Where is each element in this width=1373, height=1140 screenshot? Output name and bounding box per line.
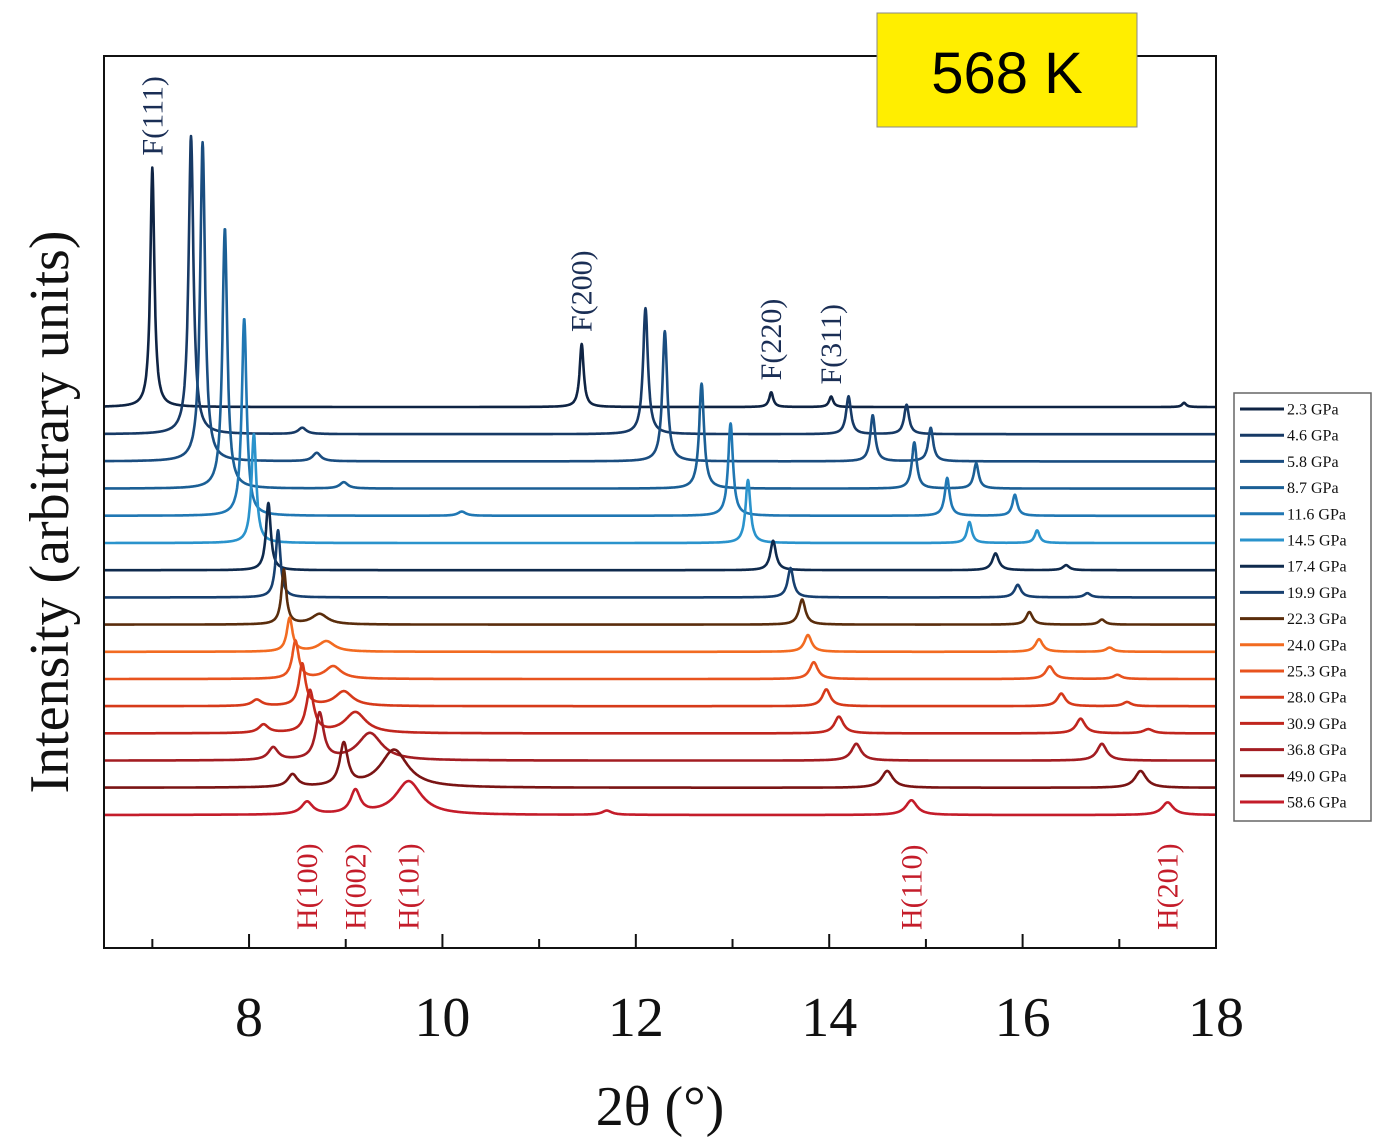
legend-label: 24.0 GPa xyxy=(1287,637,1347,654)
x-tick-label: 18 xyxy=(1188,987,1244,1049)
peak-label-h: H(201) xyxy=(1152,843,1185,930)
temperature-badge-box xyxy=(876,12,1138,128)
series-line-14 xyxy=(103,710,1217,762)
legend-label: 49.0 GPa xyxy=(1287,768,1347,785)
traces xyxy=(103,134,1217,817)
legend-label: 58.6 GPa xyxy=(1287,795,1347,812)
series-line-5 xyxy=(103,317,1217,518)
y-axis-title: Intensity (arbitrary units) xyxy=(19,231,81,794)
x-tick-label: 16 xyxy=(995,987,1051,1049)
legend-label: 25.3 GPa xyxy=(1287,664,1347,681)
legend-label: 4.6 GPa xyxy=(1287,428,1339,445)
series-line-8 xyxy=(103,528,1217,599)
legend-label: 36.8 GPa xyxy=(1287,742,1347,759)
peak-label-f: F(111) xyxy=(136,76,169,155)
legend-label: 2.3 GPa xyxy=(1287,402,1339,419)
peak-label-f: F(220) xyxy=(755,299,788,381)
x-tick-label: 12 xyxy=(608,987,664,1049)
peak-label-h: H(002) xyxy=(339,843,372,930)
temperature-badge: 568 K xyxy=(876,12,1138,128)
legend: 2.3 GPa 4.6 GPa 5.8 GPa 8.7 GPa 11.6 GPa 14.5… xyxy=(1233,392,1372,822)
peak-label-h: H(100) xyxy=(291,843,324,930)
series-line-3 xyxy=(103,140,1217,463)
plot-frame xyxy=(103,55,1217,949)
legend-label: 5.8 GPa xyxy=(1287,454,1339,471)
series-line-16 xyxy=(103,779,1217,817)
series-line-4 xyxy=(103,228,1217,490)
legend-label: 22.3 GPa xyxy=(1287,611,1347,628)
series-line-6 xyxy=(103,432,1217,545)
peak-label-f: F(200) xyxy=(566,250,599,332)
x-tick-label: 14 xyxy=(801,987,857,1049)
series-line-1 xyxy=(103,166,1217,409)
x-tick-label: 10 xyxy=(414,987,470,1049)
peak-label-h: H(110) xyxy=(895,844,928,930)
x-axis-title: 2θ (°) xyxy=(596,1076,725,1138)
series-line-12 xyxy=(103,661,1217,708)
peak-label-h: H(101) xyxy=(393,843,426,930)
series-line-2 xyxy=(103,134,1217,436)
legend-label: 28.0 GPa xyxy=(1287,690,1347,707)
series-line-10 xyxy=(103,616,1217,654)
series-line-15 xyxy=(103,740,1217,790)
peak-label-f: F(311) xyxy=(815,304,848,385)
temperature-badge-label: 568 K xyxy=(931,41,1083,106)
plot-border xyxy=(103,55,1217,949)
peak-annotations: F(111) F(200) F(220) F(311) H(100) H(002) H(10… xyxy=(136,76,1184,930)
x-tick-label: 8 xyxy=(235,987,263,1049)
series-line-9 xyxy=(103,567,1217,626)
legend-label: 19.9 GPa xyxy=(1287,585,1347,602)
legend-label: 11.6 GPa xyxy=(1287,506,1346,523)
series-line-11 xyxy=(103,639,1217,681)
legend-label: 30.9 GPa xyxy=(1287,716,1347,733)
series-line-7 xyxy=(103,501,1217,572)
legend-label: 14.5 GPa xyxy=(1287,533,1347,550)
x-axis: 8 10 12 14 16 18 xyxy=(151,934,1244,1049)
legend-label: 8.7 GPa xyxy=(1287,480,1339,497)
series-line-13 xyxy=(103,688,1217,735)
legend-label: 17.4 GPa xyxy=(1287,559,1347,576)
